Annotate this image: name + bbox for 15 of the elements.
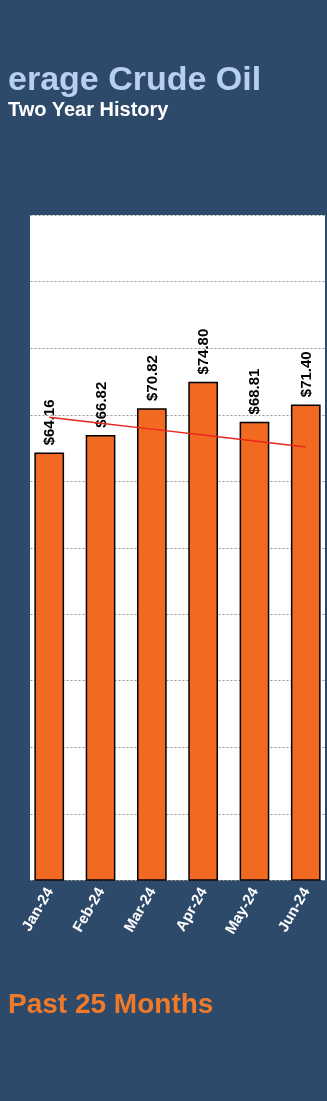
data-label: $66.82 (91, 381, 109, 428)
chart-title: erage Crude Oil (8, 59, 262, 97)
bar (136, 408, 167, 881)
data-label: $74.80 (194, 328, 212, 375)
data-label: $70.82 (142, 355, 160, 402)
data-label: $68.81 (245, 368, 263, 415)
data-label: $64.16 (40, 399, 58, 446)
bar (239, 421, 270, 881)
data-label: $71.40 (296, 351, 314, 398)
bar (34, 452, 65, 881)
bar (85, 434, 116, 881)
text: Past 25 Months (8, 988, 214, 1019)
bar (290, 404, 321, 881)
chart-subtitle: Two Year History (8, 98, 170, 120)
bar (188, 381, 219, 881)
